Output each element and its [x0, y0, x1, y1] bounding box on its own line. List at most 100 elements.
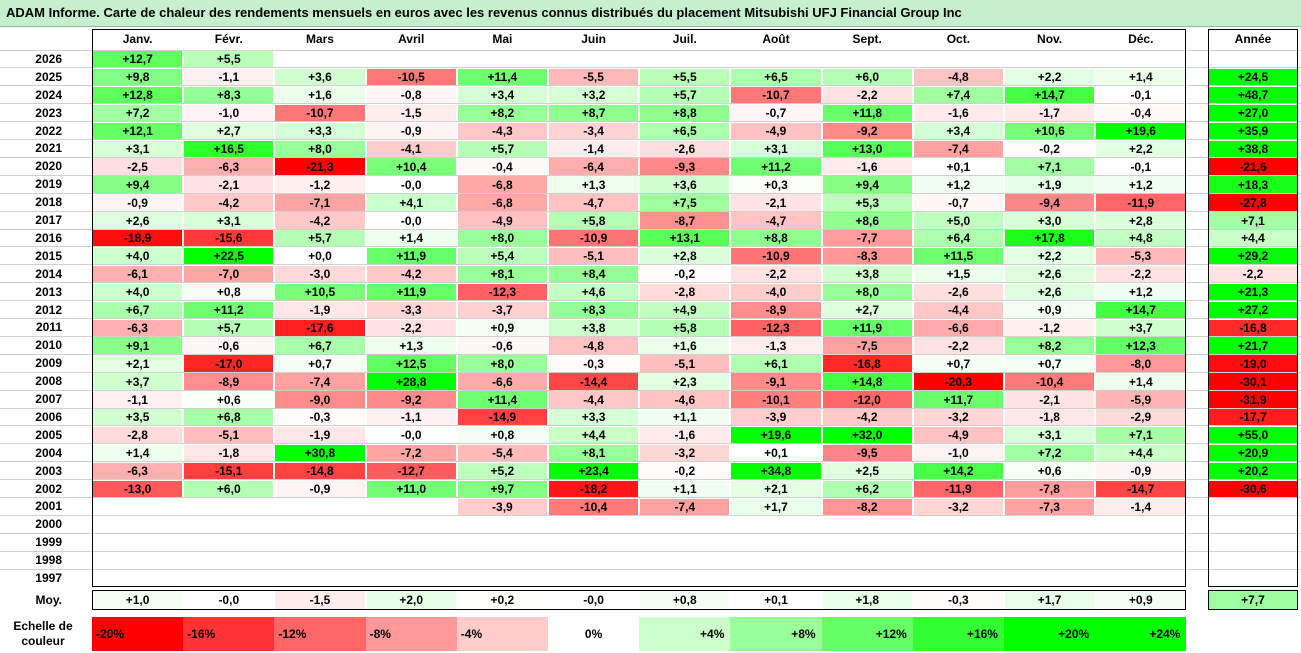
heatmap-cell: +11,9 — [822, 319, 912, 337]
heatmap-cell: +5,0 — [913, 212, 1003, 229]
heatmap-cell: +5,7 — [184, 319, 274, 337]
annual-cell: -16,8 — [1209, 319, 1297, 337]
month-header: Déc. — [1128, 32, 1154, 46]
year-label: 2022 — [35, 123, 62, 138]
row-divider — [0, 85, 1301, 87]
heatmap-cell — [275, 516, 365, 534]
heatmap-cell: +2,6 — [1005, 265, 1095, 283]
heatmap-cell: +1,2 — [1096, 176, 1186, 194]
heatmap-cell: +2,5 — [822, 462, 912, 480]
heatmap-cell: -12,3 — [731, 319, 821, 337]
heatmap-cell: -4,9 — [731, 122, 821, 140]
annual-cell: +4,4 — [1209, 230, 1297, 247]
heatmap-cell: +11,8 — [822, 104, 912, 122]
heatmap-cell: +4,4 — [549, 426, 639, 444]
heatmap-cell — [1096, 570, 1186, 587]
heatmap-cell: +2,7 — [184, 122, 274, 140]
color-scale-label-line1: Echelle de — [13, 619, 73, 633]
heatmap-cell: +11,9 — [366, 247, 456, 265]
heatmap-cell: -7,7 — [822, 230, 912, 247]
heatmap-cell: -1,0 — [184, 104, 274, 122]
heatmap-cell: +1,2 — [1096, 283, 1186, 301]
average-cell: +0,9 — [1096, 591, 1186, 609]
average-cell: +1,7 — [1005, 591, 1095, 609]
heatmap-cell: +2,2 — [1005, 247, 1095, 265]
heatmap-cell — [549, 534, 639, 552]
heatmap-cell: +6,7 — [275, 337, 365, 355]
year-label: 2024 — [35, 87, 62, 102]
heatmap-cell: -1,1 — [93, 391, 183, 408]
year-label: 1998 — [35, 553, 62, 568]
heatmap-cell: +3,0 — [1005, 212, 1095, 229]
color-scale-label: Echelle de couleur — [0, 617, 86, 651]
year-label: 1997 — [35, 571, 62, 586]
heatmap-cell: -6,8 — [457, 176, 547, 194]
heatmap-cell: -2,2 — [913, 337, 1003, 355]
heatmap-cell: -0,1 — [1096, 158, 1186, 176]
row-divider — [0, 532, 1301, 534]
year-label: 2001 — [35, 499, 62, 514]
heatmap-cell — [457, 570, 547, 587]
heatmap-cell: +5,8 — [640, 319, 730, 337]
heatmap-cell: +8,8 — [731, 230, 821, 247]
row-divider — [0, 318, 1301, 319]
heatmap-cell: +8,0 — [822, 283, 912, 301]
heatmap-cell: +4,9 — [640, 301, 730, 319]
heatmap-cell: -4,0 — [731, 283, 821, 301]
annual-cell: +20,2 — [1209, 462, 1297, 480]
heatmap-cell — [822, 552, 912, 570]
heatmap-cell: +11,0 — [366, 480, 456, 498]
year-label: 2026 — [35, 51, 62, 66]
heatmap-cell: +1,4 — [366, 230, 456, 247]
heatmap-cell: +3,7 — [93, 373, 183, 391]
heatmap-cell — [1005, 534, 1095, 552]
annual-cell: +48,7 — [1209, 86, 1297, 104]
heatmap-cell: -2,1 — [184, 176, 274, 194]
heatmap-cell: +5,5 — [184, 51, 274, 68]
heatmap-cell — [1096, 534, 1186, 552]
annual-cell — [1209, 516, 1297, 534]
heatmap-cell: -0,2 — [640, 462, 730, 480]
heatmap-cell: -0,9 — [93, 194, 183, 212]
heatmap-cell: +14,7 — [1096, 301, 1186, 319]
heatmap-cell: -4,9 — [913, 426, 1003, 444]
heatmap-cell — [93, 534, 183, 552]
heatmap-cell: +11,4 — [457, 391, 547, 408]
heatmap-cell: +0,3 — [731, 176, 821, 194]
heatmap-cell: -6,3 — [93, 319, 183, 337]
heatmap-cell: +3,6 — [640, 176, 730, 194]
year-label: 2004 — [35, 445, 62, 460]
year-label: 1999 — [35, 535, 62, 550]
heatmap-cell: -1,1 — [366, 409, 456, 426]
heatmap-cell: +1,5 — [913, 265, 1003, 283]
year-label: 2009 — [35, 356, 62, 371]
annual-cell: -21,6 — [1209, 158, 1297, 176]
annual-cell: -19,0 — [1209, 355, 1297, 373]
average-cell: +2,0 — [366, 591, 456, 609]
heatmap-cell: -2,2 — [822, 86, 912, 104]
heatmap-cell: +4,1 — [366, 194, 456, 212]
heatmap-cell: +12,1 — [93, 122, 183, 140]
heatmap-cell: -11,9 — [1096, 194, 1186, 212]
heatmap-cell: +0,9 — [457, 319, 547, 337]
average-cell: -0,0 — [549, 591, 639, 609]
heatmap-cell: +3,4 — [913, 122, 1003, 140]
heatmap-cell — [822, 534, 912, 552]
heatmap-cell: +8,0 — [275, 140, 365, 158]
heatmap-cell: +8,7 — [549, 104, 639, 122]
heatmap-cell: +10,6 — [1005, 122, 1095, 140]
heatmap-cell: -18,2 — [549, 480, 639, 498]
heatmap-cell: -5,1 — [640, 355, 730, 373]
average-label: Moy. — [35, 593, 62, 607]
heatmap-cell: +2,6 — [93, 212, 183, 229]
heatmap-cell: +3,1 — [93, 140, 183, 158]
heatmap-cell: -7,4 — [913, 140, 1003, 158]
heatmap-cell: -0,3 — [275, 409, 365, 426]
heatmap-cell: -12,3 — [457, 283, 547, 301]
heatmap-cell: -10,4 — [549, 498, 639, 516]
heatmap-cell: -0,9 — [366, 122, 456, 140]
heatmap-cell: +0,9 — [1005, 301, 1095, 319]
heatmap-cell: +10,5 — [275, 283, 365, 301]
heatmap-cell: -0,6 — [457, 337, 547, 355]
heatmap-cell: -8,9 — [731, 301, 821, 319]
